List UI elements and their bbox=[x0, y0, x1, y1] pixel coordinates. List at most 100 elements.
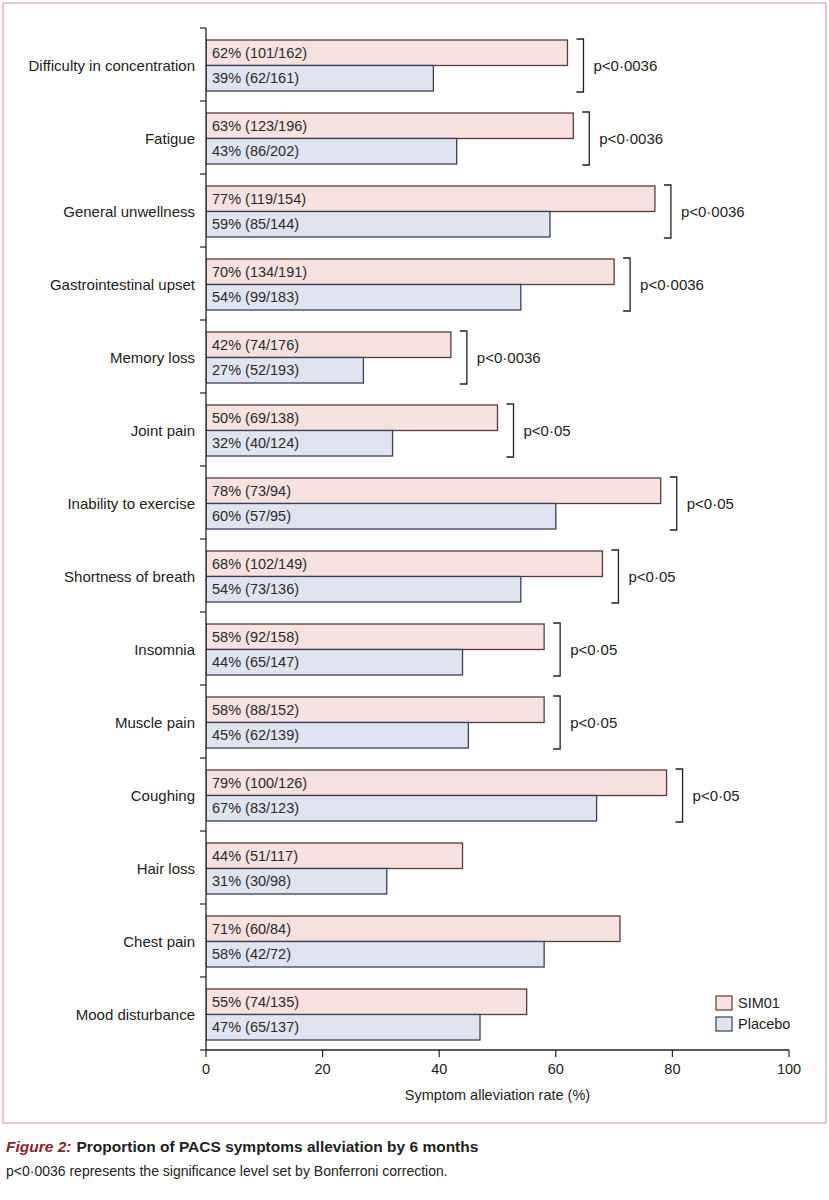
bar bbox=[206, 723, 468, 749]
significance-bracket bbox=[553, 623, 560, 676]
y-tick bbox=[200, 1049, 206, 1050]
data-label: 54% (99/183) bbox=[212, 289, 299, 305]
data-label: 54% (73/136) bbox=[212, 581, 299, 597]
x-tick-label: 100 bbox=[777, 1061, 801, 1077]
p-value: p<0·05 bbox=[687, 495, 734, 512]
data-label: 67% (83/123) bbox=[212, 800, 299, 816]
data-label: 43% (86/202) bbox=[212, 143, 299, 159]
bar bbox=[206, 40, 567, 66]
category-label: Hair loss bbox=[137, 860, 195, 877]
bar bbox=[206, 113, 573, 139]
category-label: Memory loss bbox=[110, 349, 195, 366]
bar bbox=[206, 431, 393, 457]
y-tick bbox=[200, 538, 206, 539]
p-value: p<0·05 bbox=[628, 568, 675, 585]
bar bbox=[206, 989, 527, 1015]
data-label: 79% (100/126) bbox=[212, 775, 307, 791]
y-tick bbox=[200, 27, 206, 28]
significance-bracket bbox=[582, 112, 589, 165]
data-label: 58% (42/72) bbox=[212, 946, 291, 962]
x-tick-label: 80 bbox=[664, 1061, 680, 1077]
bar bbox=[206, 478, 661, 504]
data-label: 71% (60/84) bbox=[212, 921, 291, 937]
significance-bracket bbox=[676, 769, 683, 822]
data-label: 68% (102/149) bbox=[212, 556, 307, 572]
p-value: p<0·0036 bbox=[681, 203, 745, 220]
data-label: 60% (57/95) bbox=[212, 508, 291, 524]
significance-bracket bbox=[670, 477, 677, 530]
bar bbox=[206, 942, 544, 968]
p-value: p<0·0036 bbox=[599, 130, 663, 147]
figure-frame bbox=[3, 3, 826, 1123]
bar bbox=[206, 843, 463, 869]
x-axis-label: Symptom alleviation rate (%) bbox=[405, 1087, 590, 1103]
bar bbox=[206, 869, 387, 895]
category-label: Muscle pain bbox=[115, 714, 195, 731]
x-tick-label: 0 bbox=[202, 1061, 210, 1077]
data-label: 58% (88/152) bbox=[212, 702, 299, 718]
p-value: p<0·0036 bbox=[593, 57, 657, 74]
data-label: 78% (73/94) bbox=[212, 483, 291, 499]
figure-label: Figure 2: bbox=[6, 1138, 71, 1155]
significance-bracket bbox=[664, 185, 671, 238]
x-tick bbox=[205, 1050, 206, 1057]
data-label: 62% (101/162) bbox=[212, 45, 307, 61]
category-label: Chest pain bbox=[123, 933, 195, 950]
bar bbox=[206, 697, 544, 723]
bar bbox=[206, 332, 451, 358]
y-tick bbox=[200, 319, 206, 320]
data-label: 63% (123/196) bbox=[212, 118, 307, 134]
data-label: 39% (62/161) bbox=[212, 70, 299, 86]
y-tick bbox=[200, 976, 206, 977]
legend-label: SIM01 bbox=[738, 995, 780, 1011]
legend-swatch bbox=[716, 996, 732, 1010]
significance-bracket bbox=[460, 331, 467, 384]
x-tick-label: 40 bbox=[431, 1061, 447, 1077]
y-tick bbox=[200, 465, 206, 466]
significance-bracket bbox=[553, 696, 560, 749]
bars bbox=[206, 40, 667, 1040]
p-value: p<0·05 bbox=[524, 422, 571, 439]
p-value: p<0·0036 bbox=[477, 349, 541, 366]
p-value: p<0·0036 bbox=[640, 276, 704, 293]
category-label: Joint pain bbox=[131, 422, 195, 439]
bar bbox=[206, 796, 597, 822]
category-label: General unwellness bbox=[63, 203, 195, 220]
data-label: 47% (65/137) bbox=[212, 1019, 299, 1035]
bar bbox=[206, 259, 614, 285]
data-label: 77% (119/154) bbox=[212, 191, 306, 207]
bar bbox=[206, 504, 556, 530]
x-tick bbox=[439, 1050, 440, 1057]
bar bbox=[206, 916, 620, 942]
x-tick bbox=[555, 1050, 556, 1057]
bar bbox=[206, 139, 457, 165]
data-label: 44% (65/147) bbox=[212, 654, 299, 670]
data-label: 42% (74/176) bbox=[212, 337, 299, 353]
category-label: Coughing bbox=[131, 787, 195, 804]
bar bbox=[206, 551, 602, 577]
legend-swatch bbox=[716, 1017, 732, 1031]
x-tick bbox=[788, 1050, 789, 1057]
bar bbox=[206, 358, 363, 384]
category-label: Shortness of breath bbox=[64, 568, 195, 585]
caption: Figure 2:Proportion of PACS symptoms all… bbox=[6, 1138, 478, 1155]
y-tick bbox=[200, 757, 206, 758]
bar bbox=[206, 650, 463, 676]
x-tick bbox=[322, 1050, 323, 1057]
p-value: p<0·05 bbox=[570, 714, 617, 731]
significance-bracket bbox=[507, 404, 514, 457]
x-tick-label: 20 bbox=[315, 1061, 331, 1077]
y-tick bbox=[200, 173, 206, 174]
y-tick bbox=[200, 903, 206, 904]
bar bbox=[206, 624, 544, 650]
category-label: Difficulty in concentration bbox=[29, 57, 195, 74]
data-label: 55% (74/135) bbox=[212, 994, 299, 1010]
data-label: 70% (134/191) bbox=[212, 264, 307, 280]
bar bbox=[206, 1015, 480, 1041]
significance-bracket bbox=[623, 258, 630, 311]
bar bbox=[206, 66, 433, 92]
p-value: p<0·05 bbox=[693, 787, 740, 804]
y-tick bbox=[200, 246, 206, 247]
data-label: 32% (40/124) bbox=[212, 435, 299, 451]
legend-label: Placebo bbox=[738, 1016, 790, 1032]
